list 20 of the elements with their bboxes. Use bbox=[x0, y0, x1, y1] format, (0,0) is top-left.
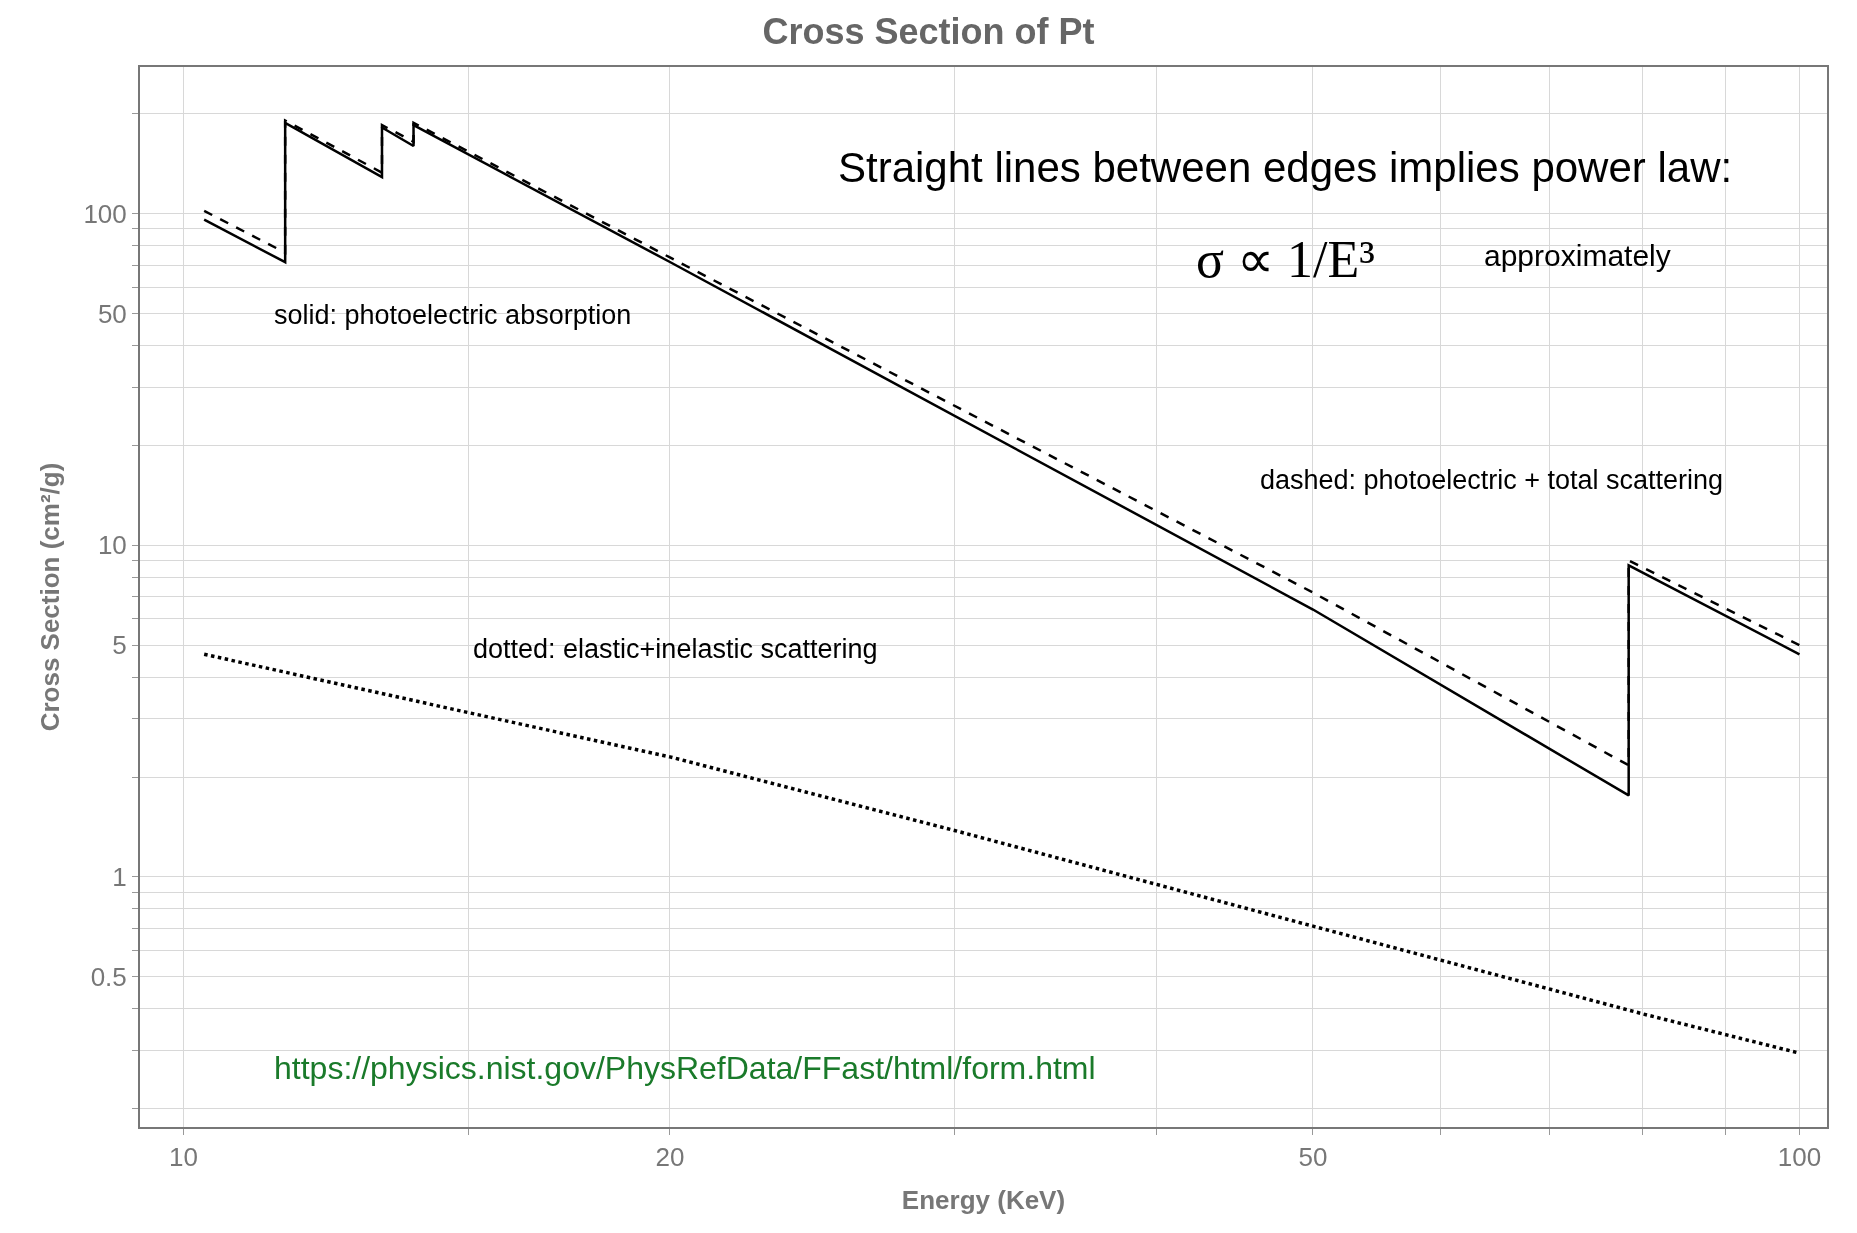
annotation: dotted: elastic+inelastic scattering bbox=[473, 634, 878, 664]
annotation: σ ∝ 1/E³ bbox=[1196, 231, 1375, 288]
x-tick-label: 10 bbox=[168, 1142, 198, 1173]
y-tick-label: 50 bbox=[97, 298, 127, 329]
x-axis-title: Energy (KeV) bbox=[901, 1185, 1066, 1216]
y-tick-label: 0.5 bbox=[90, 961, 127, 992]
annotation: https://physics.nist.gov/PhysRefData/FFast/html/form.html bbox=[274, 1050, 1096, 1086]
annotation: solid: photoelectric absorption bbox=[274, 300, 632, 330]
x-tick-label: 100 bbox=[1777, 1142, 1822, 1173]
y-tick-label: 100 bbox=[83, 198, 127, 229]
y-tick-label: 5 bbox=[112, 630, 127, 661]
annotation: dashed: photoelectric + total scattering bbox=[1260, 465, 1724, 495]
annotation: Straight lines between edges implies power law: bbox=[838, 144, 1733, 191]
y-axis-title: Cross Section (cm²/g) bbox=[35, 462, 66, 732]
x-tick-label: 20 bbox=[655, 1142, 685, 1173]
x-tick-label: 50 bbox=[1298, 1142, 1328, 1173]
chart-title: Cross Section of Pt bbox=[762, 10, 1095, 52]
y-tick-label: 1 bbox=[112, 861, 127, 892]
annotation: approximately bbox=[1484, 239, 1671, 272]
y-tick-label: 10 bbox=[97, 530, 127, 561]
